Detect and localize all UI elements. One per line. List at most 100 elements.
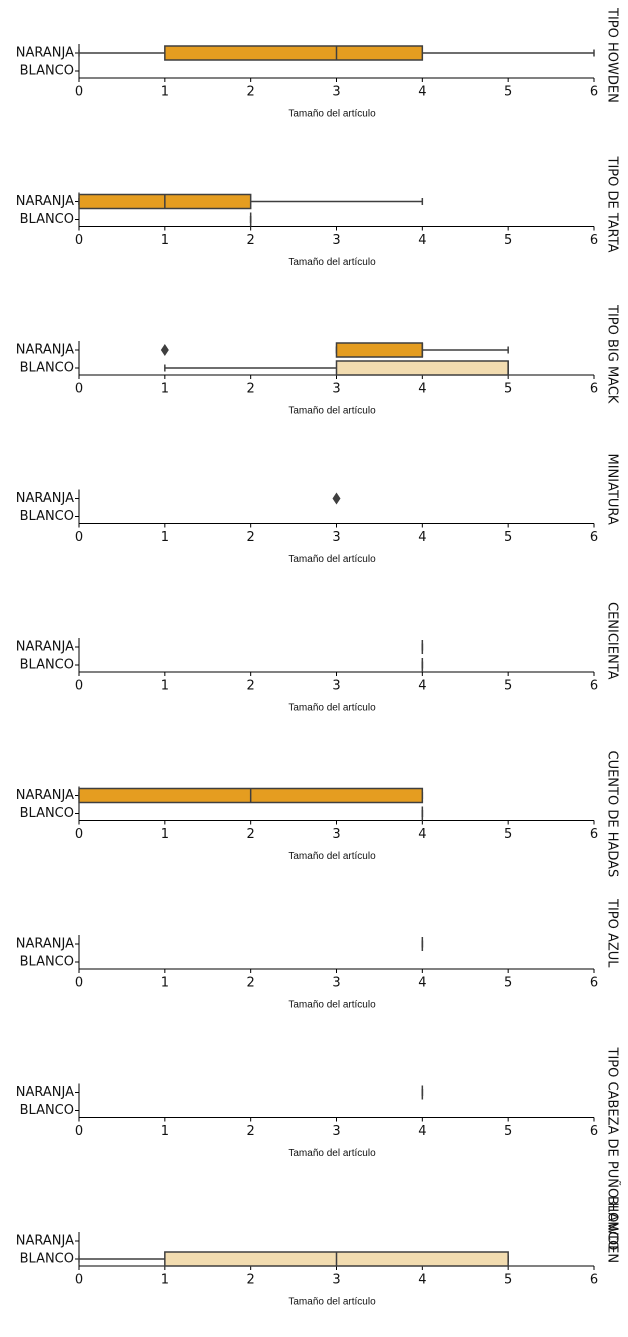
x-tick-label: 2 (247, 233, 255, 248)
y-tick-label: NARANJA (16, 343, 74, 358)
x-tick-label: 6 (590, 1124, 598, 1139)
x-tick-label: 5 (504, 827, 512, 842)
x-tick-label: 4 (418, 1273, 426, 1288)
x-tick-label: 0 (75, 382, 83, 397)
x-tick-label: 1 (161, 233, 169, 248)
title-group: MINIATURA (605, 454, 620, 525)
x-tick-label: 1 (161, 679, 169, 694)
y-tick-label: BLANCO (20, 806, 74, 821)
x-tick-label: 1 (161, 976, 169, 991)
y-tick-label: BLANCO (20, 212, 74, 227)
y-tick-label: NARANJA (16, 491, 74, 506)
x-tick-label: 3 (332, 233, 340, 248)
x-tick-label: 1 (161, 827, 169, 842)
x-axis-label: Tamaño del artículo (288, 851, 376, 862)
x-tick-label: 1 (161, 382, 169, 397)
chart-title: BLANCO (605, 1196, 620, 1250)
x-axis-label: Tamaño del artículo (288, 109, 376, 120)
title-group: TIPO DE TARTA (605, 156, 620, 253)
y-tick-label: NARANJA (16, 788, 74, 803)
y-tick-label: NARANJA (16, 640, 74, 655)
x-axis-label: Tamaño del artículo (288, 1297, 376, 1308)
x-tick-label: 2 (247, 827, 255, 842)
y-tick-label: BLANCO (20, 955, 74, 970)
y-tick-label: BLANCO (20, 361, 74, 376)
x-tick-label: 5 (504, 679, 512, 694)
x-tick-label: 3 (332, 1124, 340, 1139)
y-tick-label: NARANJA (16, 1085, 74, 1100)
x-tick-label: 0 (75, 530, 83, 545)
x-tick-label: 6 (590, 827, 598, 842)
chart-title: TIPO BIG MACK (605, 304, 620, 404)
x-tick-label: 6 (590, 382, 598, 397)
x-tick-label: 0 (75, 1273, 83, 1288)
x-tick-label: 0 (75, 679, 83, 694)
box (164, 45, 424, 61)
x-tick-label: 3 (332, 85, 340, 100)
title-group: CUENTO DE HADAS (605, 751, 620, 878)
x-tick-label: 2 (247, 976, 255, 991)
chart-title: MINIATURA (605, 454, 620, 525)
x-tick-label: 0 (75, 976, 83, 991)
y-tick-label: BLANCO (20, 1103, 74, 1118)
x-tick-label: 6 (590, 679, 598, 694)
x-tick-label: 1 (161, 1273, 169, 1288)
x-tick-label: 5 (504, 233, 512, 248)
x-tick-label: 5 (504, 1273, 512, 1288)
chart-title: TIPO AZUL (605, 898, 620, 968)
y-tick-label: NARANJA (16, 46, 74, 61)
x-tick-label: 3 (332, 827, 340, 842)
x-tick-label: 0 (75, 85, 83, 100)
x-tick-label: 1 (161, 1124, 169, 1139)
x-tick-label: 3 (332, 679, 340, 694)
title-group: TIPO HOWDEN (605, 7, 620, 103)
x-tick-label: 2 (247, 85, 255, 100)
x-axis-label: Tamaño del artículo (288, 1000, 376, 1011)
x-tick-label: 5 (504, 382, 512, 397)
chart-title: CENICIENTA (605, 602, 620, 680)
x-axis-label: Tamaño del artículo (288, 406, 376, 417)
y-tick-label: NARANJA (16, 937, 74, 952)
title-group: BLANCO (605, 1196, 620, 1250)
x-tick-label: 2 (247, 1124, 255, 1139)
x-axis-label: Tamaño del artículo (288, 703, 376, 714)
x-tick-label: 1 (161, 530, 169, 545)
x-tick-label: 2 (247, 1273, 255, 1288)
x-tick-label: 4 (418, 827, 426, 842)
y-tick-label: NARANJA (16, 194, 74, 209)
x-tick-label: 6 (590, 1273, 598, 1288)
chart-title: TIPO HOWDEN (605, 7, 620, 103)
x-tick-label: 4 (418, 1124, 426, 1139)
x-tick-label: 3 (332, 1273, 340, 1288)
x-tick-label: 4 (418, 976, 426, 991)
title-group: TIPO BIG MACK (605, 304, 620, 404)
x-tick-label: 1 (161, 85, 169, 100)
x-tick-label: 4 (418, 679, 426, 694)
x-tick-label: 0 (75, 827, 83, 842)
chart-title: TIPO DE TARTA (605, 156, 620, 253)
x-axis-label: Tamaño del artículo (288, 554, 376, 565)
x-tick-label: 0 (75, 233, 83, 248)
y-tick-label: BLANCO (20, 658, 74, 673)
x-tick-label: 3 (332, 382, 340, 397)
x-tick-label: 4 (418, 530, 426, 545)
x-tick-label: 2 (247, 382, 255, 397)
x-tick-label: 6 (590, 233, 598, 248)
outlier (332, 492, 341, 505)
x-tick-label: 4 (418, 382, 426, 397)
chart-title: CUENTO DE HADAS (605, 751, 620, 878)
y-tick-label: BLANCO (20, 1252, 74, 1267)
x-tick-label: 6 (590, 85, 598, 100)
x-tick-label: 2 (247, 530, 255, 545)
x-axis-label: Tamaño del artículo (288, 1148, 376, 1159)
title-group: CENICIENTA (605, 602, 620, 680)
y-tick-label: BLANCO (20, 509, 74, 524)
chart-title: TIPO CABEZA DE PUÑO HOWDEN (605, 1047, 621, 1264)
x-tick-label: 6 (590, 976, 598, 991)
box (335, 360, 509, 376)
x-tick-label: 3 (332, 976, 340, 991)
x-tick-label: 5 (504, 530, 512, 545)
x-tick-label: 0 (75, 1124, 83, 1139)
x-tick-label: 4 (418, 85, 426, 100)
